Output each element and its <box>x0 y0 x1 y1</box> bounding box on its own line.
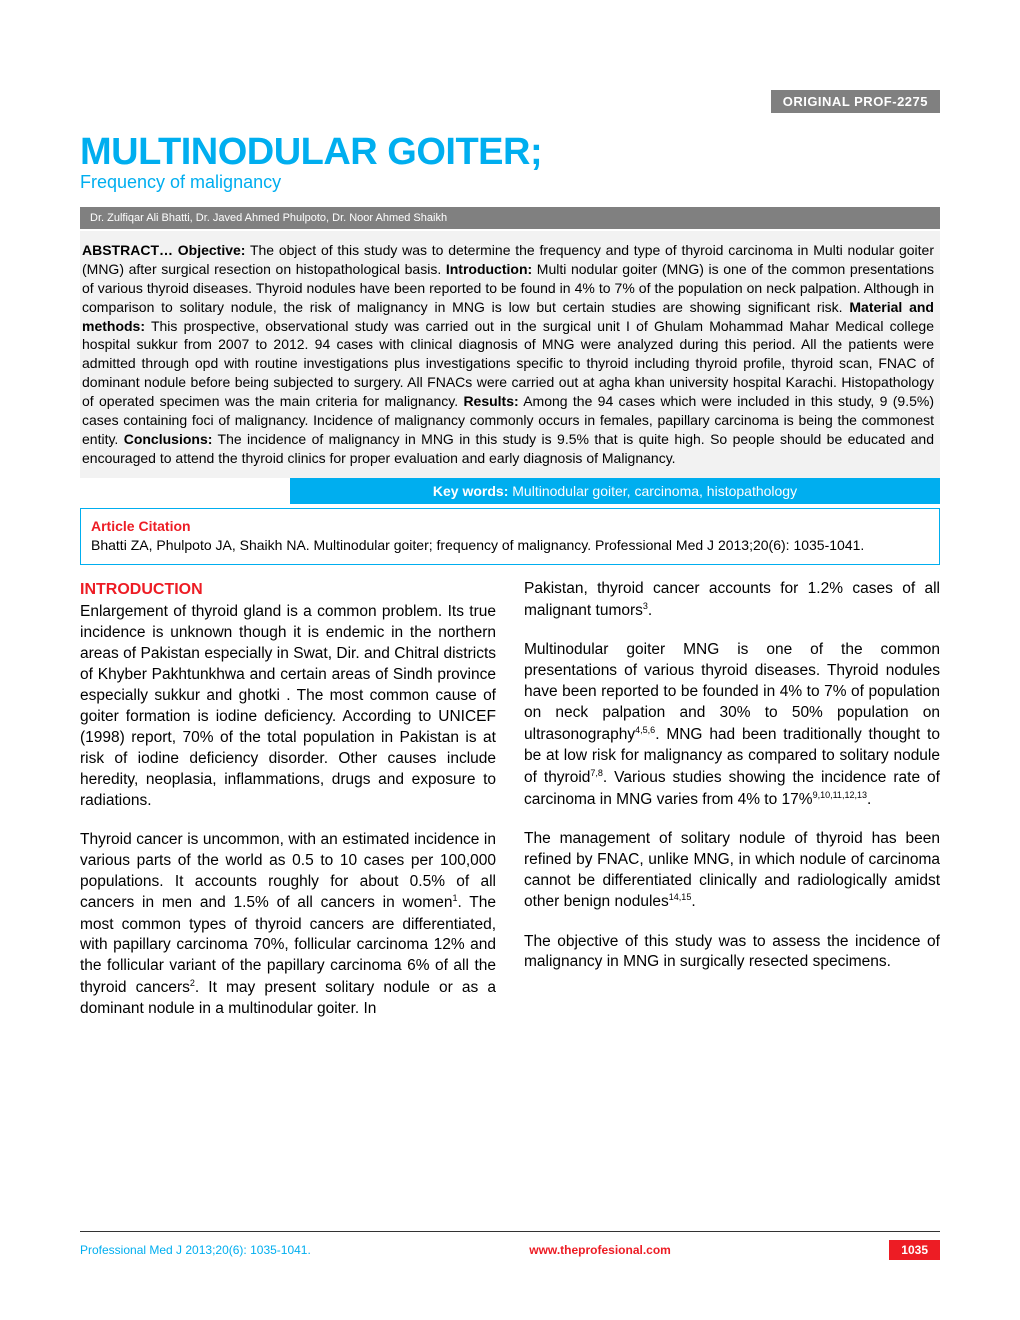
article-type-badge: ORIGINAL PROF-2275 <box>771 90 940 113</box>
page-footer: Professional Med J 2013;20(6): 1035-1041… <box>80 1231 940 1260</box>
p2a: Thyroid cancer is uncommon, with an esti… <box>80 831 496 912</box>
abstract-intro-label: Introduction: <box>446 261 532 277</box>
right-paragraph-3: The management of solitary nodule of thy… <box>524 829 940 914</box>
rp1b: . <box>648 602 652 619</box>
citation-label: Article Citation <box>91 517 929 537</box>
keywords-text: Multinodular goiter, carcinoma, histopat… <box>508 483 797 499</box>
citation-text: Bhatti ZA, Phulpoto JA, Shaikh NA. Multi… <box>91 536 929 556</box>
rp3a: The management of solitary nodule of thy… <box>524 830 940 911</box>
right-paragraph-4: The objective of this study was to asses… <box>524 932 940 974</box>
ref-9to13: 9,10,11,12,13 <box>813 790 867 800</box>
ref-78: 7,8 <box>590 768 603 778</box>
introduction-heading: INTRODUCTION <box>80 579 496 601</box>
authors-bar: Dr. Zulfiqar Ali Bhatti, Dr. Javed Ahmed… <box>80 207 940 229</box>
article-subtitle: Frequency of malignancy <box>80 172 940 193</box>
ref-1415: 14,15 <box>669 892 692 902</box>
keywords-label: Key words: <box>433 483 508 499</box>
intro-paragraph-1: Enlargement of thyroid gland is a common… <box>80 602 496 811</box>
ref-456: 4,5,6 <box>635 725 655 735</box>
body-columns: INTRODUCTION Enlargement of thyroid glan… <box>80 579 940 1038</box>
abstract-objective-label: ABSTRACT… Objective: <box>82 242 245 258</box>
rp2d: . <box>867 791 871 808</box>
right-paragraph-1: Pakistan, thyroid cancer accounts for 1.… <box>524 579 940 622</box>
page-number: 1035 <box>889 1240 940 1260</box>
right-column: Pakistan, thyroid cancer accounts for 1.… <box>524 579 940 1038</box>
left-column: INTRODUCTION Enlargement of thyroid glan… <box>80 579 496 1038</box>
intro-paragraph-2: Thyroid cancer is uncommon, with an esti… <box>80 830 496 1021</box>
footer-citation: Professional Med J 2013;20(6): 1035-1041… <box>80 1243 311 1257</box>
rp1a: Pakistan, thyroid cancer accounts for 1.… <box>524 580 940 619</box>
rp3b: . <box>691 894 695 911</box>
citation-box: Article Citation Bhatti ZA, Phulpoto JA,… <box>80 508 940 565</box>
article-title: MULTINODULAR GOITER; <box>80 131 940 174</box>
abstract-block: ABSTRACT… Objective: The object of this … <box>80 231 940 478</box>
right-paragraph-2: Multinodular goiter MNG is one of the co… <box>524 640 940 811</box>
keywords-bar: Key words: Multinodular goiter, carcinom… <box>290 478 940 504</box>
abstract-results-label: Results: <box>463 393 518 409</box>
abstract-conclusions-label: Conclusions: <box>124 431 213 447</box>
footer-url: www.theprofesional.com <box>529 1243 671 1257</box>
